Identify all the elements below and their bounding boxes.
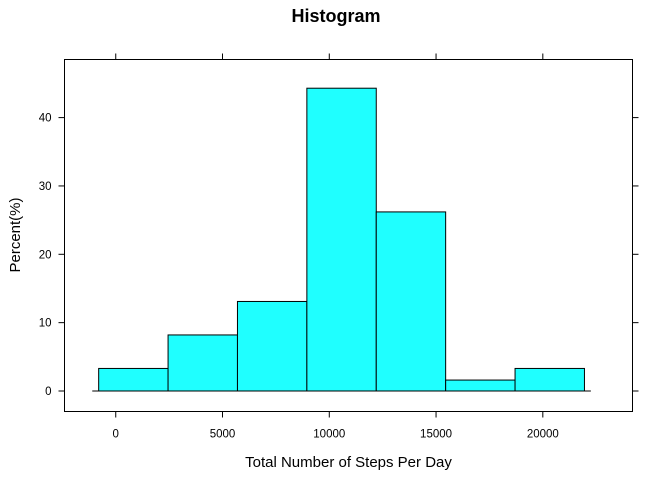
histogram-bar-1 — [98, 367, 169, 392]
x-tick-label: 15000 — [420, 429, 452, 441]
y-axis-title: Percent(%) — [7, 197, 24, 272]
histogram-bar-3 — [236, 300, 308, 392]
chart-title: Histogram — [291, 6, 380, 26]
y-tick-label: 20 — [39, 249, 52, 261]
histogram-bar-6 — [445, 379, 516, 392]
y-tick-label: 30 — [39, 181, 52, 193]
y-tick-label: 40 — [39, 113, 52, 125]
histogram-bar-5 — [375, 211, 447, 392]
x-tick-label: 20000 — [527, 429, 559, 441]
tick-labels-layer: 0 5000 10000 15000 20000 0 10 20 30 40 — [39, 113, 559, 441]
histogram-bar-7 — [514, 367, 585, 392]
y-tick-label: 10 — [39, 318, 52, 330]
x-axis-title: Total Number of Steps Per Day — [245, 454, 452, 471]
histogram-bar-4 — [306, 87, 377, 392]
x-tick-label: 0 — [113, 429, 119, 441]
y-tick-label: 0 — [45, 386, 51, 398]
ticks-layer — [58, 53, 639, 418]
x-tick-label: 5000 — [210, 429, 236, 441]
bars-layer — [98, 87, 585, 392]
plot-panel — [64, 59, 633, 412]
histogram-bar-2 — [167, 334, 238, 392]
x-tick-label: 10000 — [313, 429, 345, 441]
